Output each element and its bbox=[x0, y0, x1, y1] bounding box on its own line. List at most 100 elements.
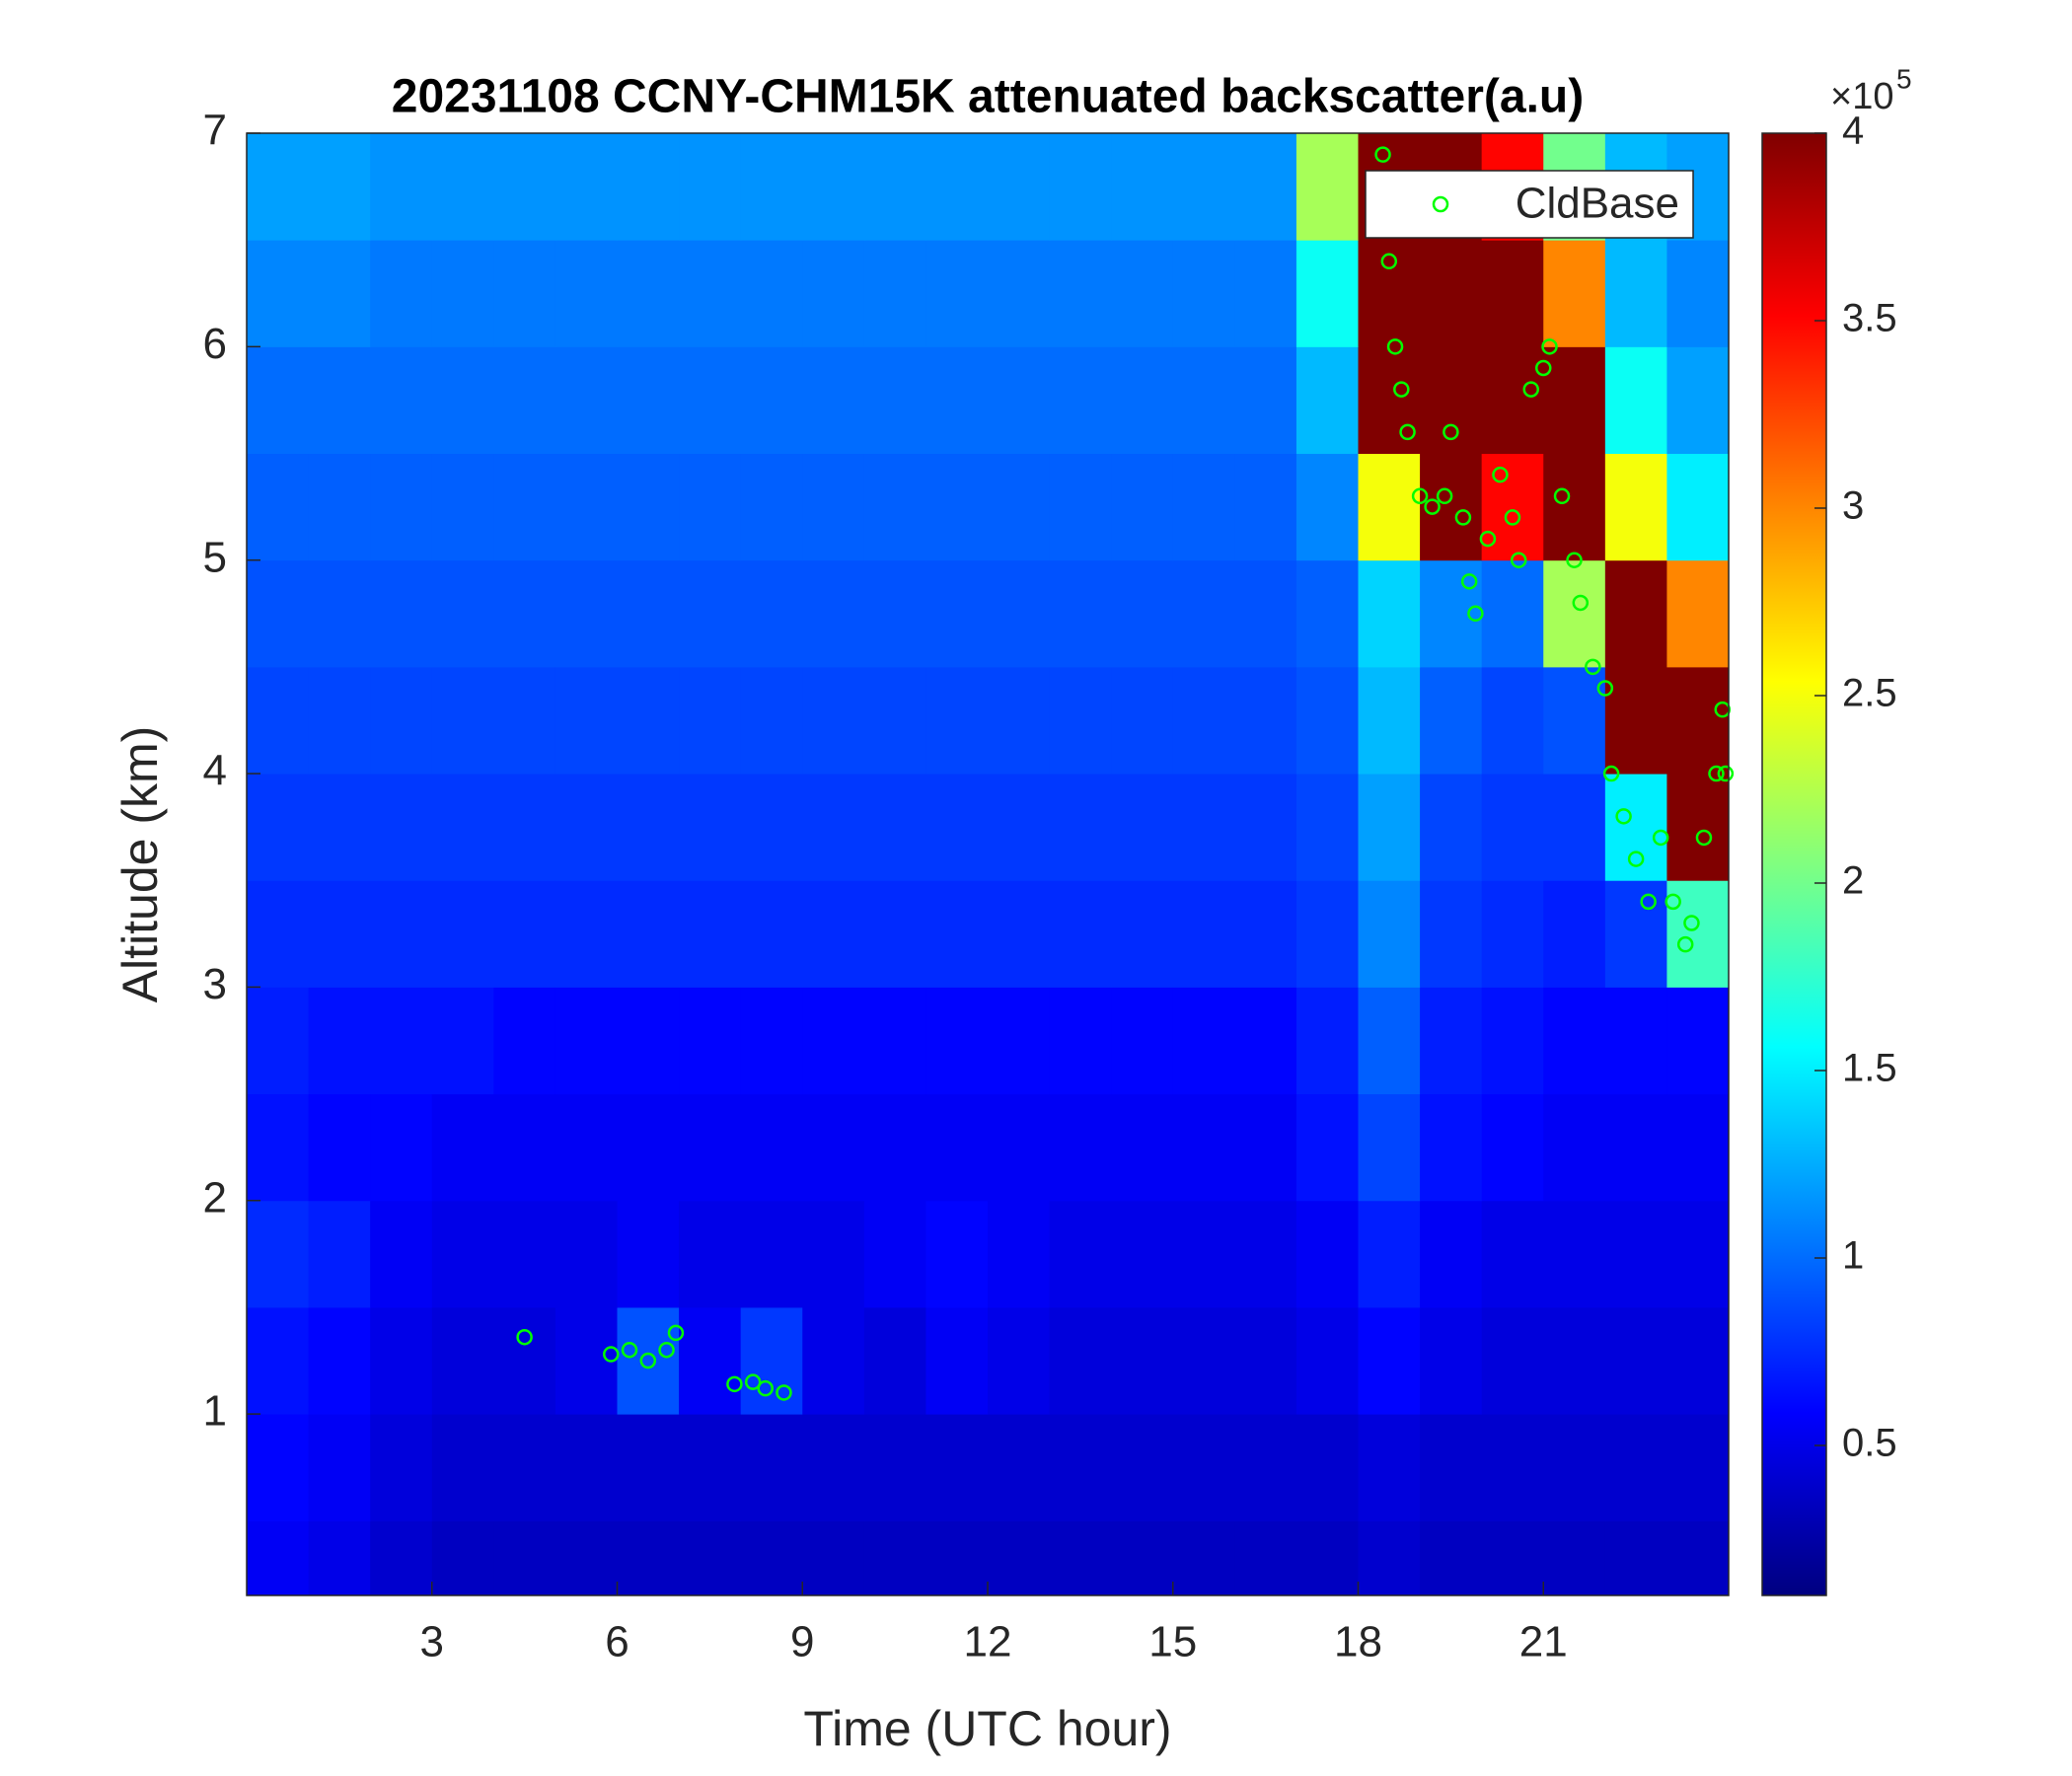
heatmap-cell bbox=[431, 880, 494, 988]
heatmap-cell bbox=[555, 133, 618, 241]
heatmap-cell bbox=[679, 240, 742, 347]
heatmap-cell bbox=[1049, 346, 1112, 455]
heatmap-cell bbox=[1049, 1200, 1112, 1308]
cloud-base-point bbox=[744, 1373, 762, 1390]
colorbar-tick-label: 4 bbox=[1842, 110, 1864, 153]
heatmap-cell bbox=[802, 453, 865, 561]
heatmap-cell bbox=[863, 559, 926, 668]
legend-marker bbox=[1432, 195, 1449, 213]
heatmap-cell bbox=[1420, 240, 1483, 347]
heatmap-cell bbox=[679, 133, 742, 241]
cloud-base-point bbox=[1717, 765, 1735, 782]
heatmap-cell bbox=[1172, 880, 1235, 988]
heatmap-cell bbox=[802, 880, 865, 988]
cloud-base-point bbox=[776, 1384, 792, 1401]
heatmap-cell bbox=[1049, 774, 1112, 881]
heatmap-cell bbox=[740, 1200, 803, 1308]
heatmap-cell bbox=[925, 1306, 989, 1415]
colorbar-tick-label: 1.5 bbox=[1842, 1047, 1897, 1090]
heatmap-cell bbox=[555, 346, 618, 455]
heatmap-cell bbox=[1481, 880, 1544, 988]
heatmap-cell bbox=[988, 1520, 1051, 1596]
heatmap-cell bbox=[740, 666, 803, 775]
heatmap-cell bbox=[1049, 666, 1112, 775]
cloud-base-point bbox=[658, 1341, 675, 1359]
heatmap-cell bbox=[1481, 240, 1544, 347]
heatmap-cell bbox=[1604, 453, 1667, 561]
heatmap-cell bbox=[1604, 1093, 1667, 1202]
heatmap-cell bbox=[1543, 880, 1606, 988]
heatmap-cell bbox=[1049, 1093, 1112, 1202]
heatmap-cell bbox=[1111, 346, 1174, 455]
heatmap-cell bbox=[431, 666, 494, 775]
heatmap-cell bbox=[370, 559, 433, 668]
heatmap-cell bbox=[370, 1520, 433, 1596]
heatmap-cell bbox=[802, 1200, 865, 1308]
heatmap-cell bbox=[802, 240, 865, 347]
cloud-base-point bbox=[1479, 530, 1497, 548]
heatmap-cell bbox=[1604, 774, 1667, 881]
heatmap-cell bbox=[925, 987, 989, 1095]
heatmap-cell bbox=[863, 1414, 926, 1521]
heatmap-cell bbox=[431, 987, 494, 1095]
heatmap-cell bbox=[1172, 1200, 1235, 1308]
cloud-base-point bbox=[1504, 509, 1521, 526]
heatmap-cell bbox=[1481, 666, 1544, 775]
heatmap-cell bbox=[1234, 1414, 1297, 1521]
heatmap-cell bbox=[679, 666, 742, 775]
heatmap-cell bbox=[802, 666, 865, 775]
heatmap-cell bbox=[740, 880, 803, 988]
heatmap-cell bbox=[1358, 453, 1421, 561]
heatmap-cell bbox=[617, 774, 680, 881]
heatmap-cell bbox=[988, 1306, 1051, 1415]
heatmap-cell bbox=[493, 1414, 556, 1521]
heatmap-cell bbox=[1111, 880, 1174, 988]
heatmap-cell bbox=[308, 453, 371, 561]
cloud-base-point bbox=[516, 1328, 533, 1346]
heatmap-cell bbox=[1295, 666, 1359, 775]
heatmap-cell bbox=[679, 1306, 742, 1415]
y-tick-label: 3 bbox=[203, 960, 227, 1008]
heatmap-cell bbox=[493, 1200, 556, 1308]
heatmap-cell bbox=[863, 133, 926, 241]
heatmap-cell bbox=[1049, 1306, 1112, 1415]
heatmap-cell bbox=[370, 240, 433, 347]
cloud-base-point bbox=[757, 1379, 774, 1397]
heatmap-cell bbox=[1295, 346, 1359, 455]
heatmap-cell bbox=[1543, 1200, 1606, 1308]
heatmap-cell bbox=[679, 1093, 742, 1202]
cloud-base-point bbox=[1467, 605, 1484, 623]
cloud-base-point bbox=[1510, 552, 1527, 568]
cloud-base-point bbox=[1566, 552, 1583, 568]
cloud-base-point bbox=[602, 1346, 620, 1363]
heatmap-cell bbox=[493, 774, 556, 881]
heatmap-cell bbox=[988, 880, 1051, 988]
heatmap-cell bbox=[1111, 133, 1174, 241]
cloud-base-point bbox=[1411, 487, 1429, 505]
heatmap-cell bbox=[1543, 987, 1606, 1095]
heatmap-cell bbox=[1604, 666, 1667, 775]
heatmap-cell bbox=[1481, 774, 1544, 881]
cloud-base-point bbox=[1460, 573, 1478, 590]
heatmap-cell bbox=[988, 559, 1051, 668]
heatmap-cell bbox=[863, 240, 926, 347]
heatmap-cell bbox=[308, 1414, 371, 1521]
x-tick-label: 9 bbox=[790, 1618, 814, 1666]
heatmap-cell bbox=[555, 559, 618, 668]
colorbar-tick-label: 1 bbox=[1842, 1234, 1864, 1278]
cloud-base-point bbox=[1572, 594, 1590, 612]
heatmap-cell bbox=[1358, 240, 1421, 347]
heatmap-cell bbox=[1481, 1414, 1544, 1521]
cloud-base-point bbox=[1585, 658, 1601, 676]
cloud-base-point bbox=[1676, 935, 1694, 953]
cloud-base-point bbox=[1553, 487, 1571, 505]
heatmap-cell bbox=[1604, 880, 1667, 988]
heatmap-cell bbox=[925, 880, 989, 988]
heatmap-cell bbox=[308, 1520, 371, 1596]
heatmap-cell bbox=[370, 1093, 433, 1202]
heatmap-cell bbox=[370, 346, 433, 455]
heatmap-cell bbox=[247, 1306, 310, 1415]
heatmap-cell bbox=[1543, 453, 1606, 561]
